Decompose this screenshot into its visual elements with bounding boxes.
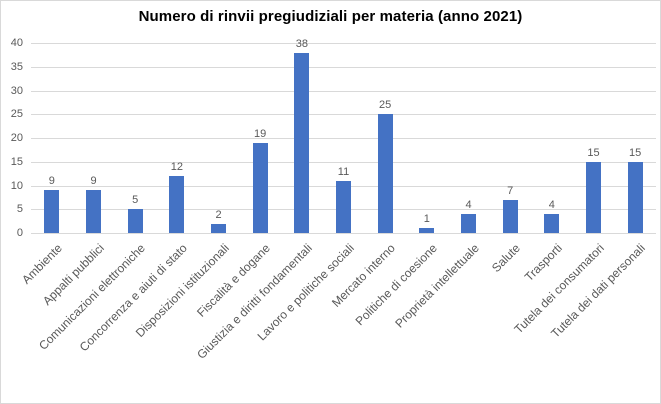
x-category-label: Lavoro e politiche sociali <box>254 241 357 344</box>
bar-value-label: 4 <box>465 199 472 211</box>
y-tick-label: 30 <box>10 85 23 97</box>
gridline <box>31 138 656 139</box>
bar-value-label: 4 <box>548 199 555 211</box>
bar <box>294 52 310 233</box>
bar-value-label: 11 <box>337 165 350 178</box>
bar-value-label: 15 <box>629 146 642 159</box>
bar-value-label: 25 <box>379 99 392 112</box>
x-category-label: Tutela dei dati personali <box>548 241 649 341</box>
y-tick-label: 5 <box>16 203 23 215</box>
x-category-label: Politiche di coesione <box>352 241 440 329</box>
bar-value-label: 9 <box>48 175 55 188</box>
x-category-label: Giustizia e diritti fondamentali <box>193 241 315 362</box>
bar-value-label: 19 <box>254 127 267 140</box>
gridline <box>31 91 656 92</box>
gridline <box>31 233 656 234</box>
x-category-label: Fiscalità e dogane <box>194 241 274 320</box>
x-category-label: Trasporti <box>521 241 565 285</box>
gridline <box>31 114 656 115</box>
bar-value-label: 5 <box>132 194 139 207</box>
bar <box>419 228 435 233</box>
bar <box>377 114 393 233</box>
bar-value-label: 15 <box>587 146 600 159</box>
bar <box>336 180 351 233</box>
gridline <box>31 43 656 44</box>
y-tick-label: 0 <box>16 227 23 239</box>
bar-value-label: 9 <box>90 175 97 188</box>
y-tick-label: 40 <box>10 37 23 49</box>
bar <box>502 199 518 233</box>
gridline <box>31 67 656 68</box>
bar <box>627 161 643 233</box>
x-category-label: Salute <box>489 241 524 275</box>
bar-value-label: 2 <box>215 208 222 221</box>
bar <box>169 176 185 233</box>
bar <box>461 214 476 233</box>
y-tick-label: 15 <box>10 156 23 168</box>
bar <box>211 223 226 233</box>
x-category-label: Concorrenza e aiuti di stato <box>76 241 190 355</box>
y-tick-label: 35 <box>10 61 23 73</box>
bar <box>586 161 601 233</box>
bar-value-label: 38 <box>295 37 308 50</box>
bar-value-label: 12 <box>170 161 183 173</box>
y-tick-label: 10 <box>10 180 23 192</box>
bar <box>252 142 268 233</box>
x-category-label: Tutela dei consumatori <box>510 241 607 337</box>
bar <box>127 209 143 233</box>
x-category-label: Mercato interno <box>329 241 399 310</box>
bar <box>86 190 101 233</box>
bar <box>44 190 60 233</box>
gridline <box>31 162 656 163</box>
y-tick-label: 25 <box>10 108 23 120</box>
bar-value-label: 1 <box>423 213 430 226</box>
y-tick-label: 20 <box>10 132 23 144</box>
x-category-label: Proprietà intellettuale <box>391 241 482 331</box>
bar <box>544 214 560 233</box>
bar-value-label: 7 <box>507 184 514 197</box>
chart-title: Numero di rinvii pregiudiziali per mater… <box>138 8 523 25</box>
x-category-label: Disposizioni istituzionali <box>132 241 232 341</box>
